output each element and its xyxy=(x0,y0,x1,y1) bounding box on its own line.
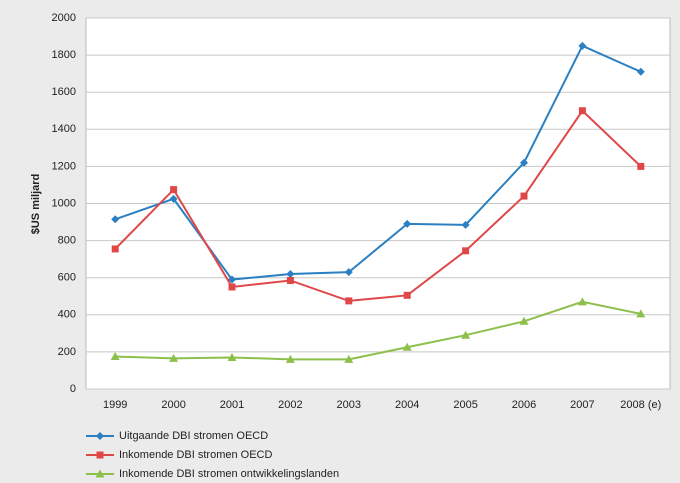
y-tick-label: 2000 xyxy=(52,12,76,24)
data-point xyxy=(170,186,178,194)
y-tick-label: 0 xyxy=(70,383,76,395)
data-point xyxy=(111,215,120,224)
x-tick-label: 2008 (e) xyxy=(620,399,661,411)
x-tick-label: 2005 xyxy=(453,399,477,411)
legend-marker xyxy=(96,432,104,440)
data-point xyxy=(344,354,354,363)
series-line xyxy=(114,109,642,302)
data-point xyxy=(403,291,411,299)
legend-label: Inkomende DBI stromen OECD xyxy=(119,449,273,461)
legend-marker xyxy=(96,451,104,459)
x-tick-label: 2004 xyxy=(395,399,419,411)
y-tick-label: 600 xyxy=(58,272,76,284)
data-point xyxy=(520,192,528,200)
x-tick-label: 2006 xyxy=(512,399,536,411)
y-tick-label: 200 xyxy=(58,346,76,358)
data-point xyxy=(519,316,529,325)
data-point xyxy=(110,352,120,361)
y-tick-label: 1000 xyxy=(52,197,76,209)
data-point xyxy=(462,247,470,255)
legend-marker xyxy=(95,469,105,478)
y-tick-label: 1600 xyxy=(52,86,76,98)
x-tick-label: 2002 xyxy=(278,399,302,411)
data-point xyxy=(637,162,645,170)
data-point xyxy=(578,41,587,50)
data-point xyxy=(636,67,645,76)
data-point xyxy=(403,219,412,228)
data-point xyxy=(285,354,295,363)
data-point xyxy=(520,158,528,167)
series-line xyxy=(115,300,642,361)
y-tick-label: 1200 xyxy=(52,160,76,172)
data-point xyxy=(286,269,295,278)
data-point xyxy=(636,309,646,318)
data-point xyxy=(461,220,470,229)
data-point xyxy=(344,268,353,277)
data-point xyxy=(228,275,236,284)
data-point xyxy=(402,342,412,351)
x-tick-label: 1999 xyxy=(103,399,127,411)
data-point xyxy=(577,297,587,306)
data-point xyxy=(111,245,119,253)
legend-label: Uitgaande DBI stromen OECD xyxy=(119,430,268,442)
y-axis-label: $US miljard xyxy=(30,174,42,235)
data-point xyxy=(286,276,294,284)
y-tick-label: 1400 xyxy=(52,123,76,135)
data-point xyxy=(461,330,471,339)
data-point xyxy=(228,283,236,291)
data-point xyxy=(578,107,586,115)
y-tick-label: 800 xyxy=(58,235,76,247)
legend-label: Inkomende DBI stromen ontwikkelingslande… xyxy=(119,468,339,480)
data-point xyxy=(227,352,237,361)
x-tick-label: 2000 xyxy=(161,399,185,411)
y-tick-label: 400 xyxy=(58,309,76,321)
x-tick-label: 2003 xyxy=(337,399,361,411)
data-point xyxy=(169,194,178,203)
x-tick-label: 2001 xyxy=(220,399,244,411)
y-tick-label: 1800 xyxy=(52,49,76,61)
x-tick-label: 2007 xyxy=(570,399,594,411)
data-point xyxy=(169,353,179,362)
data-point xyxy=(345,297,353,305)
